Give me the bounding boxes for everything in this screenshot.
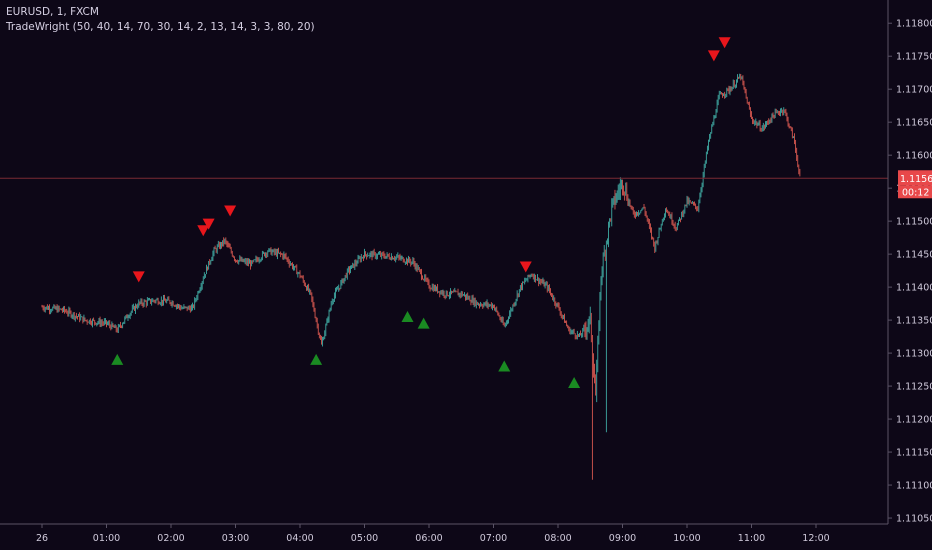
chart-header: EURUSD, 1, FXCM TradeWright (50, 40, 14,… bbox=[6, 5, 315, 35]
y-tick-label: 1.11050 bbox=[896, 514, 932, 525]
sell-signal-arrow bbox=[707, 50, 720, 62]
y-tick-label: 1.11700 bbox=[896, 85, 932, 96]
y-tick-label: 1.11450 bbox=[896, 250, 932, 261]
current-price-badge bbox=[898, 170, 932, 186]
x-tick-label: 02:00 bbox=[157, 533, 184, 544]
current-price-value: 1.11565 bbox=[900, 174, 932, 185]
buy-signal-arrow bbox=[568, 376, 581, 388]
y-tick-label: 1.11250 bbox=[896, 382, 932, 393]
x-tick-label: 04:00 bbox=[286, 533, 313, 544]
buy-signal-arrow bbox=[310, 353, 323, 365]
x-tick-label: 01:00 bbox=[93, 533, 120, 544]
x-tick-label: 09:00 bbox=[609, 533, 636, 544]
y-tick-label: 1.11400 bbox=[896, 283, 932, 294]
y-tick-label: 1.11300 bbox=[896, 349, 932, 360]
x-tick-label: 11:00 bbox=[738, 533, 765, 544]
candles-layer bbox=[41, 73, 801, 480]
x-tick-label: 08:00 bbox=[544, 533, 571, 544]
buy-signal-arrow bbox=[111, 353, 124, 365]
x-tick-label: 07:00 bbox=[480, 533, 507, 544]
buy-signal-arrow bbox=[401, 311, 414, 323]
x-tick-label: 12:00 bbox=[802, 533, 829, 544]
countdown-badge bbox=[898, 185, 932, 199]
signals-layer bbox=[111, 37, 731, 388]
y-tick-label: 1.11350 bbox=[896, 316, 932, 327]
indicator-title: TradeWright (50, 40, 14, 70, 30, 14, 2, … bbox=[6, 21, 315, 33]
sell-signal-arrow bbox=[718, 37, 731, 49]
sell-signal-arrow bbox=[519, 261, 532, 273]
x-tick-label: 03:00 bbox=[222, 533, 249, 544]
x-tick-label: 06:00 bbox=[415, 533, 442, 544]
y-tick-label: 1.11500 bbox=[896, 217, 932, 228]
sell-signal-arrow bbox=[224, 205, 237, 217]
x-tick-label: 26 bbox=[36, 533, 48, 544]
y-tick-label: 1.11200 bbox=[896, 415, 932, 426]
x-tick-label: 10:00 bbox=[673, 533, 700, 544]
countdown-value: 00:12 bbox=[902, 187, 929, 198]
y-tick-label: 1.11600 bbox=[896, 151, 932, 162]
buy-signal-arrow bbox=[417, 317, 430, 329]
y-tick-label: 1.11750 bbox=[896, 52, 932, 63]
sell-signal-arrow bbox=[132, 271, 145, 283]
symbol-title: EURUSD, 1, FXCM bbox=[6, 6, 99, 18]
sell-signal-arrow bbox=[202, 218, 215, 230]
buy-signal-arrow bbox=[498, 360, 511, 372]
x-tick-label: 05:00 bbox=[351, 533, 378, 544]
y-tick-label: 1.11150 bbox=[896, 448, 932, 459]
y-tick-label: 1.11800 bbox=[896, 19, 932, 30]
y-tick-label: 1.11100 bbox=[896, 481, 932, 492]
y-tick-label: 1.11650 bbox=[896, 118, 932, 129]
sell-signal-arrow bbox=[197, 225, 210, 237]
